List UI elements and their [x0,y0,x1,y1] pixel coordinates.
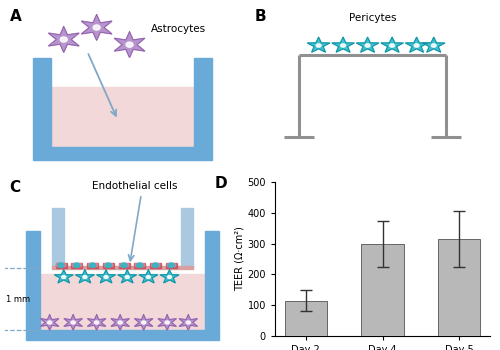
Bar [33,147,212,160]
Circle shape [142,321,146,324]
Circle shape [94,321,99,324]
Text: B: B [255,9,266,24]
Polygon shape [139,270,158,283]
Bar [51,87,194,147]
Polygon shape [118,270,137,283]
Bar [56,263,66,268]
Circle shape [165,321,170,324]
Bar [181,208,193,268]
Polygon shape [356,37,379,52]
Circle shape [104,275,108,279]
Circle shape [125,275,129,279]
Circle shape [83,275,87,279]
Bar [104,264,112,266]
Circle shape [390,44,394,47]
Circle shape [90,263,96,267]
Text: A: A [10,9,22,24]
Bar [134,263,145,268]
Polygon shape [111,315,130,330]
Polygon shape [381,37,404,52]
Bar [72,263,83,268]
Polygon shape [40,315,59,330]
Polygon shape [64,315,82,330]
Circle shape [340,44,345,47]
Bar [118,263,130,268]
Circle shape [432,44,436,47]
Circle shape [414,44,419,47]
Circle shape [136,263,143,267]
Polygon shape [54,270,73,283]
Bar [166,264,175,266]
Text: D: D [215,176,228,191]
Circle shape [316,44,321,47]
Bar [194,57,212,147]
Text: C: C [10,180,21,195]
Polygon shape [308,37,330,52]
Circle shape [60,37,68,42]
Text: Astrocytes: Astrocytes [150,24,206,34]
Bar [120,264,128,266]
Circle shape [168,275,172,279]
Circle shape [365,44,370,47]
Polygon shape [422,37,445,52]
Bar [362,244,404,336]
Polygon shape [76,270,94,283]
Polygon shape [114,32,145,57]
Circle shape [146,275,150,279]
Bar [205,231,219,330]
Bar [151,264,160,266]
Bar [87,263,98,268]
Bar [103,263,114,268]
Polygon shape [96,270,116,283]
Circle shape [74,263,80,267]
Text: Endothelial cells: Endothelial cells [92,181,177,191]
Circle shape [105,263,112,267]
Polygon shape [134,315,153,330]
Bar [26,330,219,339]
Bar [56,264,65,266]
Bar [26,231,40,330]
Circle shape [48,321,52,324]
Bar [52,208,64,268]
Circle shape [168,263,174,267]
Bar [88,264,96,266]
Circle shape [71,321,76,324]
Bar [285,301,327,336]
Circle shape [93,25,100,30]
Polygon shape [160,270,179,283]
Bar [150,263,161,268]
Circle shape [118,321,122,324]
Polygon shape [158,315,176,330]
Polygon shape [82,15,112,40]
Bar [40,274,205,330]
Polygon shape [406,37,428,52]
Y-axis label: TEER (Ω·cm²): TEER (Ω·cm²) [234,226,244,292]
Circle shape [121,263,127,267]
Circle shape [58,263,64,267]
Text: 1 mm: 1 mm [6,295,30,304]
Polygon shape [332,37,354,52]
Bar [438,239,480,336]
Bar [166,263,176,268]
Circle shape [186,321,190,324]
Circle shape [126,42,133,47]
Polygon shape [48,27,79,52]
Circle shape [152,263,158,267]
Bar [135,264,143,266]
Text: Pericytes: Pericytes [349,13,396,23]
Bar [33,57,51,147]
Bar [72,264,81,266]
Polygon shape [88,315,106,330]
Polygon shape [179,315,198,330]
Bar [52,266,193,269]
Circle shape [62,275,66,279]
